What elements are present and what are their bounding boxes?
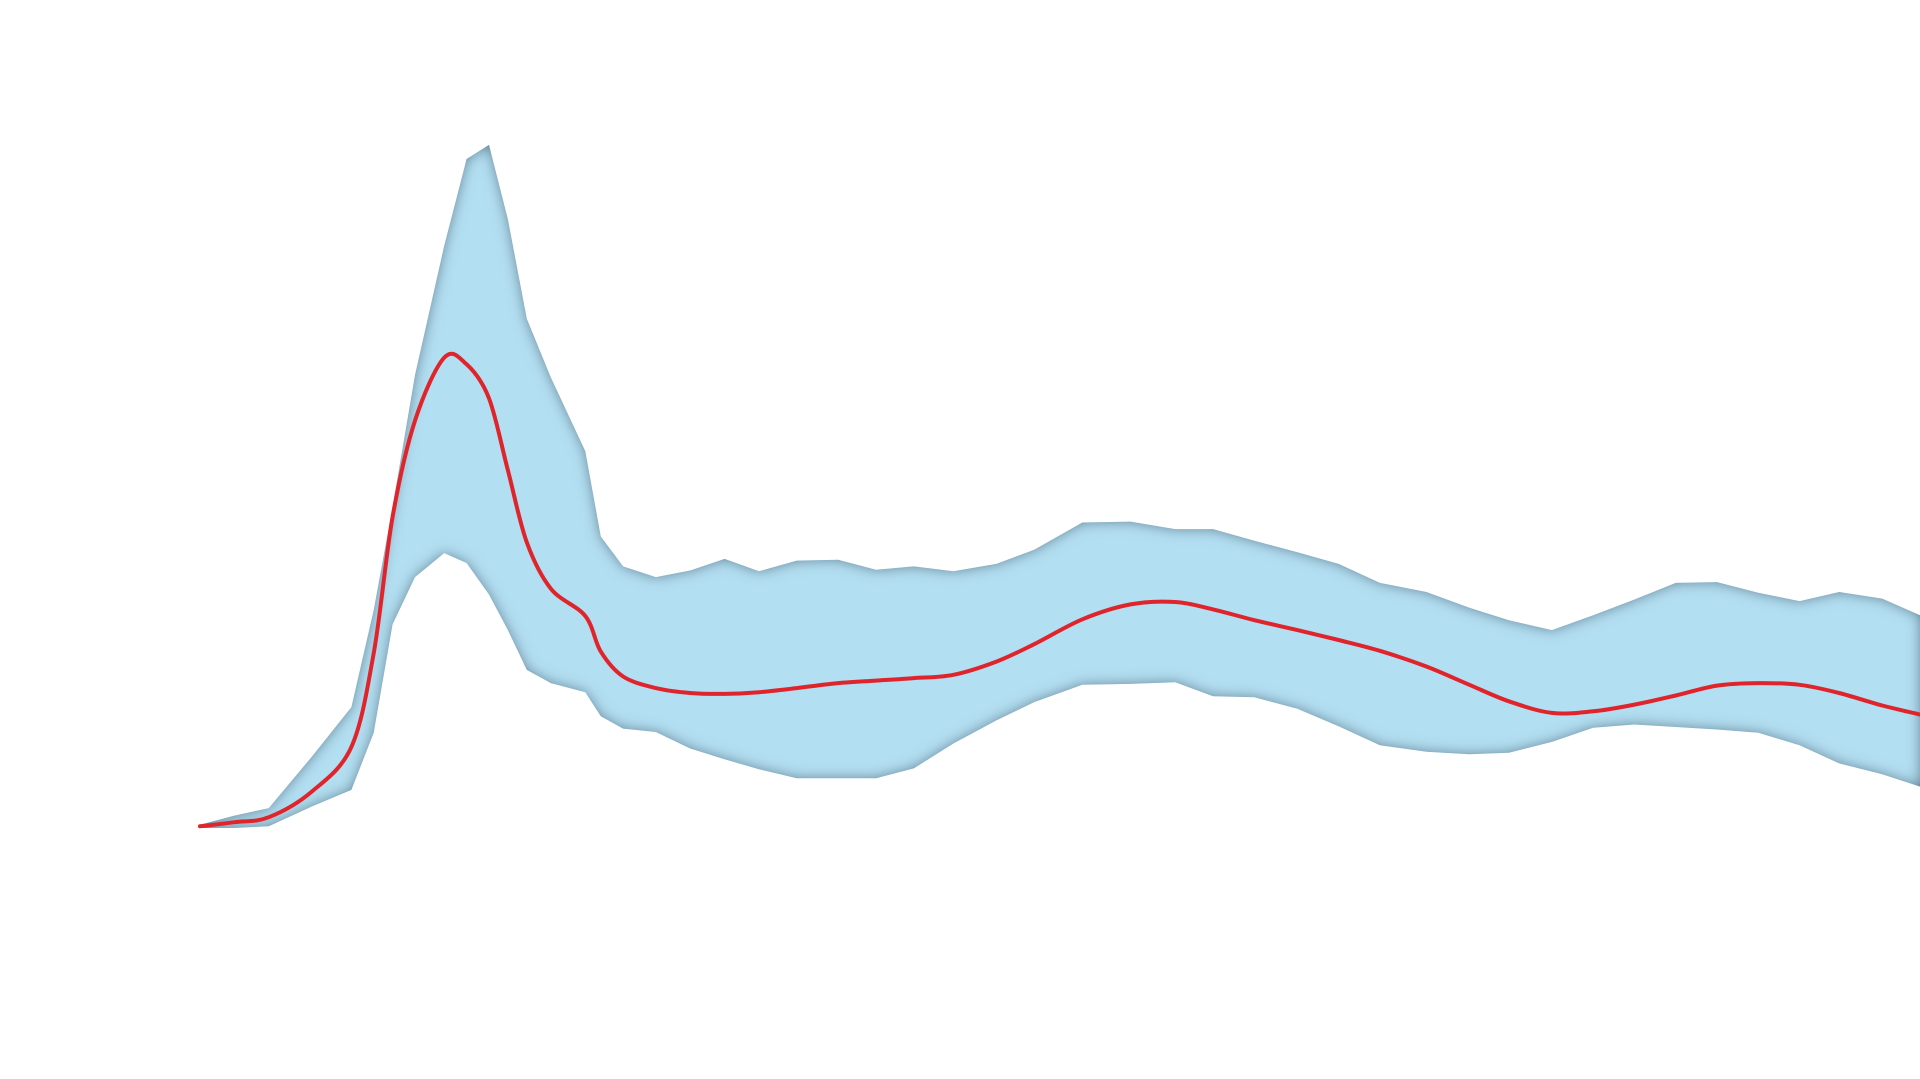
confidence-band <box>200 144 1920 828</box>
plot-layer <box>198 144 1920 829</box>
mean-line <box>198 351 1920 829</box>
